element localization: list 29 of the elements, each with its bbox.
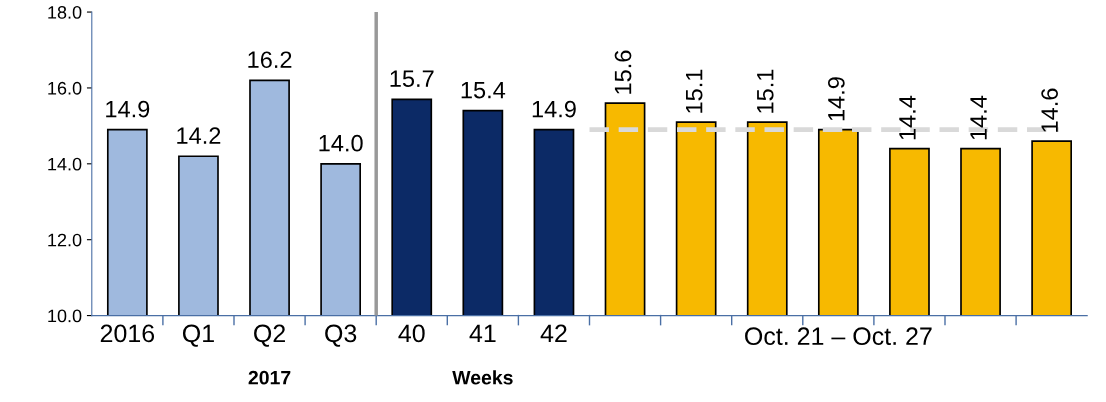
- y-tick-label: 16.0: [48, 81, 82, 95]
- data-label: 14.2: [177, 127, 221, 144]
- y-tick-label: 18.0: [48, 5, 82, 19]
- data-label: 15.4: [461, 81, 506, 99]
- x-tick-label: 2016: [100, 324, 155, 343]
- data-label: 14.4: [970, 95, 987, 140]
- data-label: 16.2: [248, 51, 292, 69]
- text: Oct. 21 – Oct. 27: [745, 327, 932, 346]
- data-label: 14.0: [319, 134, 363, 152]
- data-label: 14.9: [106, 100, 150, 118]
- data-label: 14.4: [899, 95, 916, 140]
- text: Weeks: [452, 370, 513, 385]
- x-tick-label: Q1: [182, 324, 214, 347]
- data-label: 14.9: [532, 100, 576, 118]
- x-tick-label: 41: [469, 324, 496, 343]
- x-tick-label: Q3: [325, 324, 357, 347]
- data-label: 15.1: [686, 69, 703, 113]
- y-tick-label: 12.0: [48, 233, 82, 247]
- data-label: 14.9: [827, 77, 845, 121]
- x-tick-label: Q2: [254, 324, 285, 347]
- data-label: 15.1: [757, 69, 774, 113]
- text: 2017: [248, 370, 291, 385]
- data-label: 15.7: [390, 70, 434, 88]
- y-tick-label: 14.0: [48, 157, 82, 171]
- data-label: 15.6: [614, 50, 632, 94]
- x-tick-label: 42: [540, 324, 567, 343]
- y-tick-label: 10.0: [48, 309, 82, 323]
- data-label: 14.6: [1041, 88, 1058, 132]
- x-tick-label: 40: [398, 324, 425, 343]
